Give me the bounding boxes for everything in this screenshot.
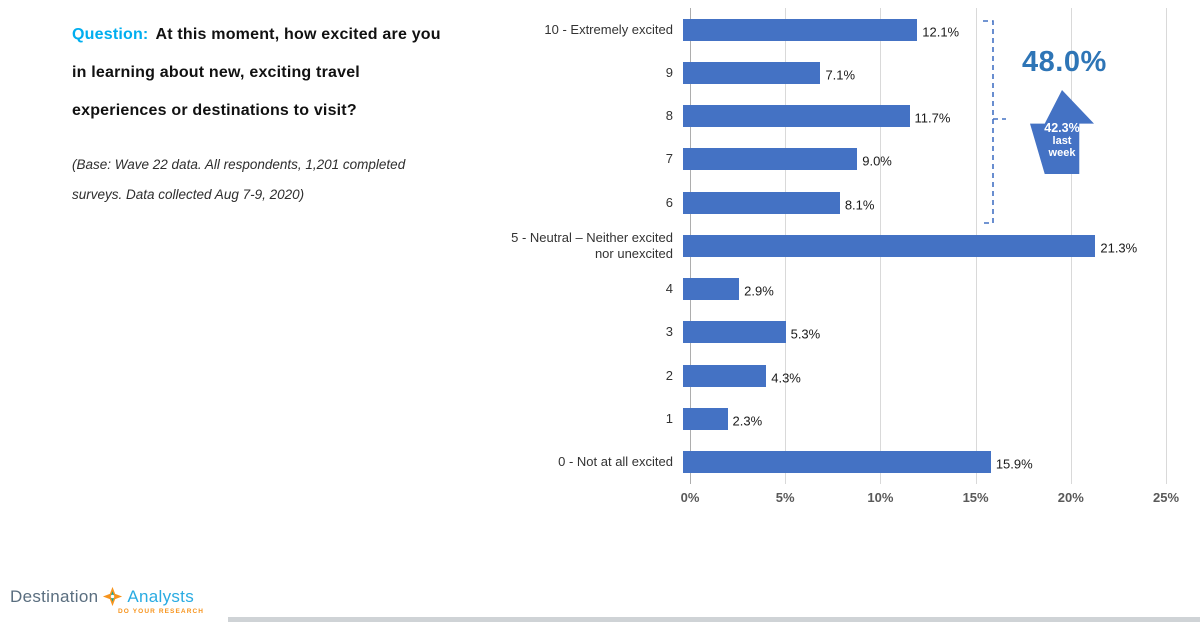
category-label: 4 bbox=[665, 281, 673, 297]
bar-value-label: 4.3% bbox=[771, 370, 801, 386]
bar-value-label: 21.3% bbox=[1100, 240, 1138, 256]
bar-row: 10 - Extremely excited 12.1% bbox=[490, 8, 1166, 51]
question-text: Question: At this moment, how excited are… bbox=[72, 16, 452, 130]
category-label: 9 bbox=[665, 64, 673, 80]
x-tick-label: 5% bbox=[775, 490, 795, 505]
category-label: 0 - Not at all excited bbox=[558, 454, 673, 470]
question-body: At this moment, how excited are you in l… bbox=[72, 26, 441, 119]
bar-value-label: 9.0% bbox=[862, 153, 892, 169]
bar-value-label: 12.1% bbox=[922, 23, 960, 39]
bar-value-label: 8.1% bbox=[844, 196, 875, 212]
bar-row: 9 7.1% bbox=[490, 51, 1166, 94]
bar bbox=[683, 61, 821, 84]
x-tick-label: 25% bbox=[1152, 490, 1180, 505]
x-tick-label: 0% bbox=[680, 490, 700, 505]
bar bbox=[683, 364, 767, 387]
bar bbox=[683, 408, 728, 431]
logo-word-destination: Destination bbox=[10, 586, 99, 606]
bar-value-label: 7.1% bbox=[825, 67, 856, 83]
bar-rows: 10 - Extremely excited 12.1% 9 7.1% 8 11.7% 7 9… bbox=[490, 8, 1166, 484]
bar-row: 7 9.0% bbox=[490, 138, 1166, 181]
bar-value-label: 11.7% bbox=[914, 110, 951, 126]
bar-value-label: 2.9% bbox=[744, 283, 774, 299]
category-label: 6 bbox=[665, 194, 673, 210]
destination-analysts-logo: Destination Analysts bbox=[10, 586, 194, 607]
x-tick-label: 20% bbox=[1057, 490, 1084, 505]
bar-chart: 10 - Extremely excited 12.1% 9 7.1% 8 11.7% 7 9… bbox=[490, 8, 1179, 520]
category-label: 3 bbox=[665, 324, 673, 340]
category-label: 7 bbox=[665, 151, 673, 167]
bar bbox=[683, 105, 910, 128]
bar-row: 3 5.3% bbox=[490, 311, 1166, 354]
x-tick-label: 15% bbox=[962, 490, 989, 505]
compass-diamond-icon bbox=[102, 586, 123, 607]
category-label: 8 bbox=[665, 108, 673, 124]
x-tick-label: 10% bbox=[867, 490, 894, 505]
bar bbox=[683, 278, 740, 301]
logo-tagline: DO YOUR RESEARCH bbox=[118, 608, 205, 615]
bar-value-label: 2.3% bbox=[732, 413, 763, 429]
bar bbox=[683, 234, 1096, 257]
category-label: 10 - Extremely excited bbox=[544, 21, 673, 37]
bar bbox=[683, 451, 991, 474]
bar bbox=[683, 321, 786, 344]
gridline bbox=[1166, 8, 1167, 484]
top5-percentage: 48.0% bbox=[1022, 46, 1107, 78]
bar-row: 6 8.1% bbox=[490, 181, 1166, 224]
bar-row: 2 4.3% bbox=[490, 354, 1166, 397]
bar-row: 5 - Neutral – Neither excited nor unexci… bbox=[490, 224, 1166, 267]
x-axis: 0% 5% 10% 15% 20% 25% bbox=[681, 490, 1179, 512]
logo-word-analysts: Analysts bbox=[127, 586, 195, 606]
bar-row: 1 2.3% bbox=[490, 397, 1166, 440]
bar bbox=[683, 148, 858, 171]
category-label: 2 bbox=[665, 367, 673, 383]
bar-value-label: 5.3% bbox=[790, 326, 821, 342]
category-label: 5 - Neutral – Neither excited nor unexci… bbox=[511, 229, 673, 261]
category-label: 1 bbox=[665, 411, 673, 427]
last-week-value: 42.3% last week bbox=[1044, 121, 1080, 159]
bar-row: 4 2.9% bbox=[490, 268, 1166, 311]
bar-row: 0 - Not at all excited 15.9% bbox=[490, 441, 1166, 484]
question-label: Question: bbox=[72, 26, 149, 43]
bar-row: 8 11.7% bbox=[490, 95, 1166, 138]
base-note: (Base: Wave 22 data. All respondents, 1,… bbox=[72, 157, 406, 202]
bar bbox=[683, 18, 918, 41]
bar-value-label: 15.9% bbox=[995, 456, 1033, 472]
page-bottom-edge bbox=[228, 617, 1200, 622]
bar bbox=[683, 191, 840, 214]
top5-bracket bbox=[983, 20, 1006, 224]
